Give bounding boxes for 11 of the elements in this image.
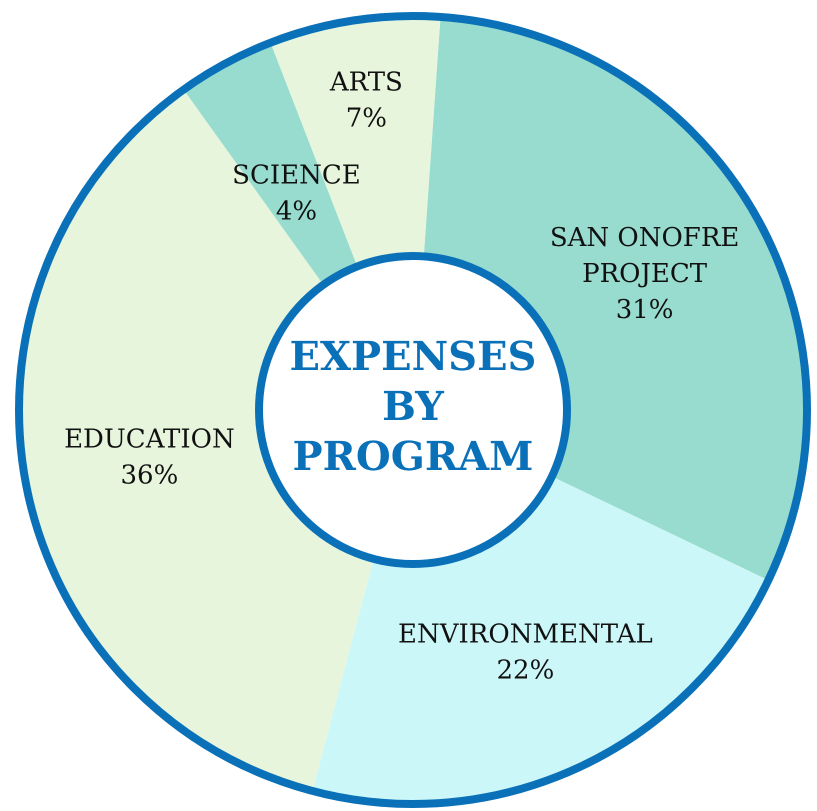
text: EXPENSES BY PROGRAM — [290, 333, 536, 480]
data-label: 31% — [616, 294, 674, 325]
slice-label: SAN ONOFRE PROJECT — [550, 222, 740, 289]
slice-label: ARTS — [328, 67, 403, 98]
slice-label: EDUCATION — [64, 424, 235, 454]
data-label: 4% — [276, 196, 318, 226]
slice-label: ENVIRONMENTAL — [398, 619, 653, 650]
slice-label: SCIENCE — [232, 160, 361, 190]
data-label: 22% — [496, 655, 554, 686]
data-label: 36% — [120, 460, 178, 490]
data-label: 7% — [346, 103, 387, 134]
